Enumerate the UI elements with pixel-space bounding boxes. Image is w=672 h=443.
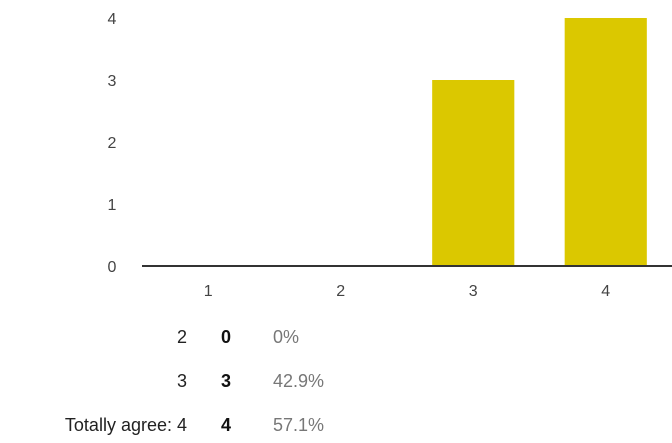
x-tick-label: 1 <box>204 283 213 300</box>
summary-row-label: 2 <box>176 327 187 347</box>
summary-row: 3 3 42.9% <box>0 370 672 392</box>
x-tick-label: 4 <box>601 283 610 300</box>
x-axis-ticks: 1 2 3 4 <box>204 283 611 300</box>
y-tick-label: 2 <box>108 135 117 152</box>
response-summary: 2 0 0% 3 3 42.9% Totally agree: 4 4 57.1… <box>0 326 672 443</box>
summary-row-count: 0 <box>221 327 232 347</box>
summary-row-percent: 42.9% <box>273 371 325 391</box>
y-tick-label: 0 <box>108 259 117 276</box>
summary-row-label: 3 <box>176 371 187 391</box>
y-tick-label: 3 <box>108 73 117 90</box>
x-tick-label: 2 <box>336 283 345 300</box>
summary-row-percent: 0% <box>273 327 300 347</box>
y-tick-label: 1 <box>108 197 117 214</box>
summary-row-label: Totally agree: 4 <box>64 415 187 435</box>
bars <box>432 18 647 266</box>
summary-row-percent: 57.1% <box>273 415 325 435</box>
bar-4 <box>564 18 647 266</box>
y-tick-label: 4 <box>108 11 117 28</box>
summary-row: 2 0 0% <box>0 326 672 348</box>
x-tick-label: 3 <box>469 283 478 300</box>
summary-row-count: 4 <box>221 415 232 435</box>
y-axis-ticks: 0 1 2 3 4 <box>108 11 117 276</box>
bar-3 <box>432 80 515 266</box>
summary-row-count: 3 <box>221 371 232 391</box>
summary-row: Totally agree: 4 4 57.1% <box>0 414 672 436</box>
bar-chart: 0 1 2 3 4 1 2 3 4 <box>108 11 672 300</box>
